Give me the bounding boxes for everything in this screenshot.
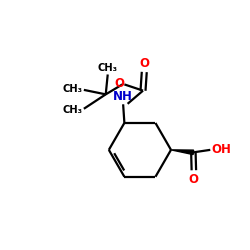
Text: CH₃: CH₃ — [98, 63, 118, 73]
Text: OH: OH — [211, 143, 231, 156]
Text: O: O — [189, 173, 199, 186]
Text: NH: NH — [113, 90, 133, 103]
Polygon shape — [171, 150, 194, 154]
Text: CH₃: CH₃ — [63, 104, 83, 115]
Text: O: O — [140, 57, 150, 70]
Text: O: O — [114, 77, 124, 90]
Text: CH₃: CH₃ — [63, 84, 83, 94]
